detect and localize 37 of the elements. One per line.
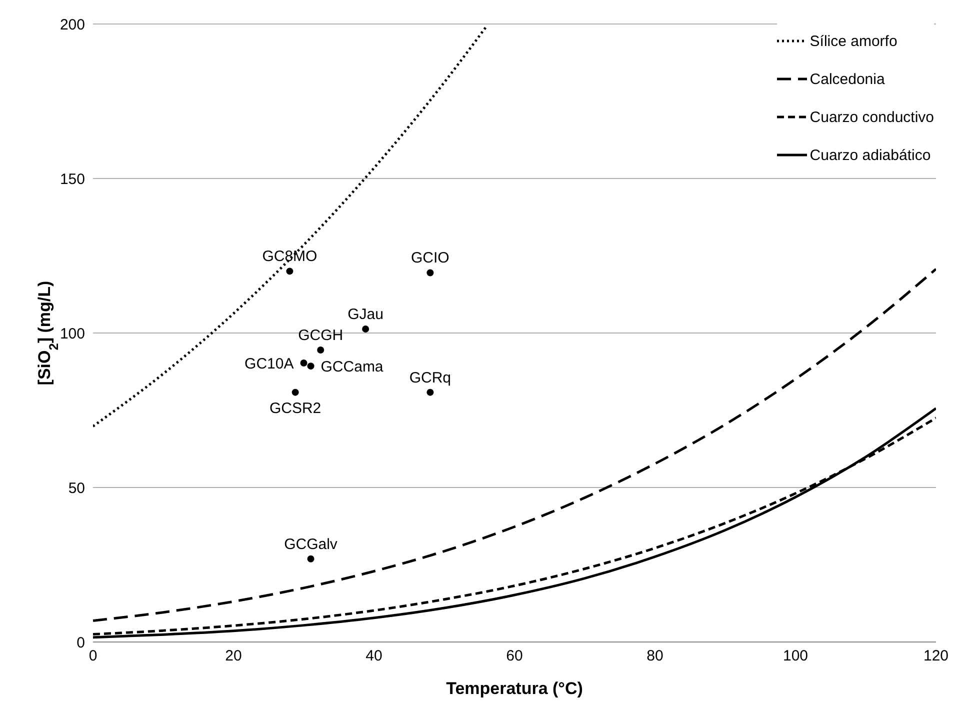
x-tick-label: 120 (923, 648, 949, 665)
x-tick-label: 0 (88, 648, 98, 665)
point (307, 362, 314, 370)
point (307, 555, 314, 562)
legend-label: Cuarzo conductivo (810, 108, 934, 126)
point (300, 359, 308, 366)
x-tick-label: 60 (506, 648, 523, 665)
annotation: GCIO (411, 250, 450, 267)
point (362, 325, 370, 332)
point (317, 346, 324, 354)
annotation: GC10A (244, 355, 294, 372)
legend-label: Cuarzo adiabático (810, 146, 931, 164)
y-tick-label: 50 (68, 480, 85, 497)
x-tick-label: 100 (782, 648, 808, 665)
x-tick-label: 40 (366, 648, 382, 665)
annotation: GJau (348, 306, 384, 323)
point (292, 388, 299, 396)
x-tick-label: 80 (646, 648, 664, 665)
x-axis-title: Temperatura (°C) (446, 679, 583, 698)
y-tick-label: 100 (60, 325, 85, 342)
annotation: GCCama (320, 358, 384, 376)
annotation: GCGalv (284, 536, 338, 553)
annotation: GCGH (298, 326, 344, 344)
point (286, 268, 294, 275)
y-tick-label: 150 (60, 170, 85, 188)
annotation: GC8MO (262, 248, 318, 266)
legend-label: Calcedonia (810, 70, 885, 88)
line-series (93, 268, 936, 622)
line-series (93, 25, 488, 428)
y-tick-label: 200 (60, 16, 85, 34)
annotation: GCSR2 (269, 400, 322, 417)
annotation: GCRq (409, 369, 452, 386)
y-tick-label: 0 (76, 634, 85, 652)
x-tick-label: 20 (225, 648, 242, 665)
point (426, 388, 434, 396)
legend-label: Sílice amorfo (810, 32, 898, 50)
point (426, 269, 434, 276)
